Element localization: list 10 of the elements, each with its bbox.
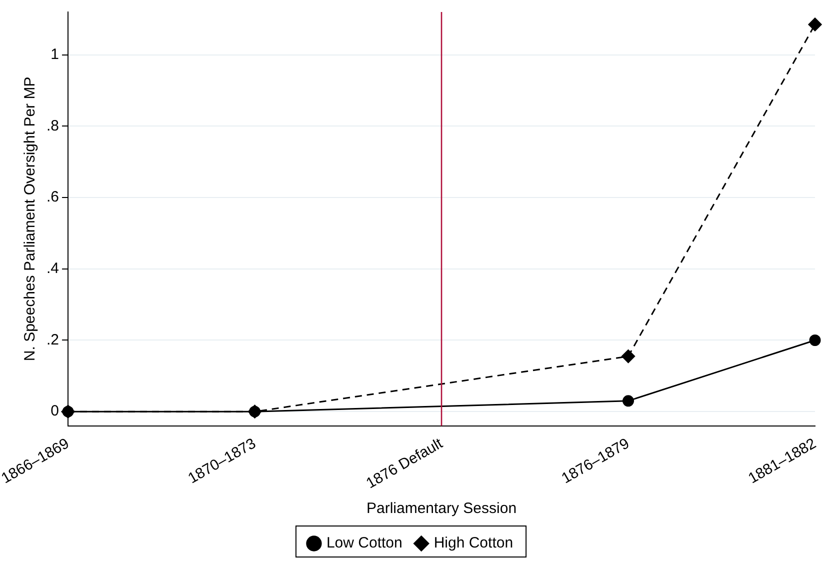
x-axis-title: Parliamentary Session xyxy=(366,500,517,518)
y-tick-label: 1 xyxy=(50,46,60,63)
legend-label: High Cotton xyxy=(434,534,514,552)
y-axis-title: N. Speeches Parliament Oversight Per MP xyxy=(22,76,39,362)
y-tick-label: .2 xyxy=(46,331,60,348)
y-tick-label: 0 xyxy=(50,402,60,420)
y-tick-label: .4 xyxy=(46,260,60,278)
y-tick-label: .6 xyxy=(46,188,60,206)
y-tick-label: .8 xyxy=(46,117,60,134)
legend-label: Low Cotton xyxy=(326,534,402,552)
